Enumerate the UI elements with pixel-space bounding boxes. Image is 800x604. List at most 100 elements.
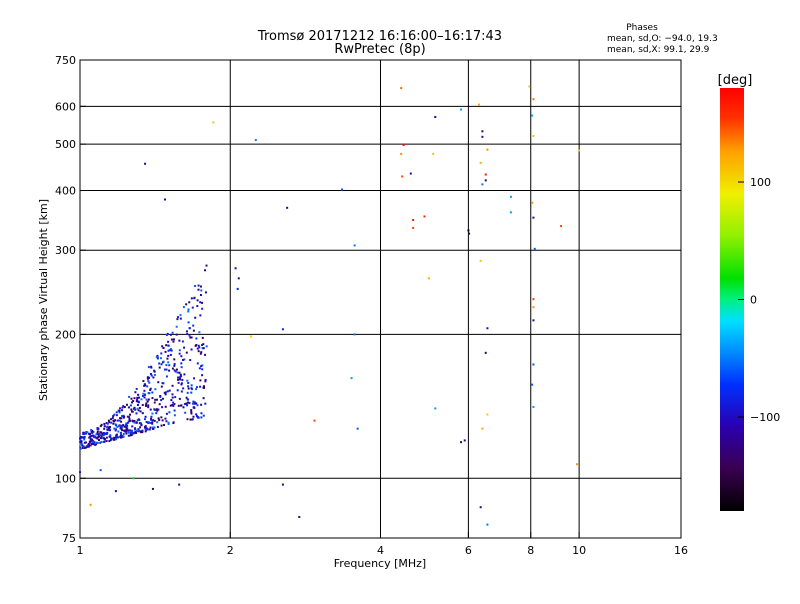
data-point: [153, 401, 156, 404]
data-point: [79, 442, 82, 445]
data-point: [92, 443, 95, 446]
colorbar-label: [deg]: [718, 73, 753, 88]
data-point: [172, 404, 175, 407]
data-point: [112, 422, 115, 425]
data-point: [152, 426, 155, 429]
data-point: [109, 435, 112, 438]
data-point: [164, 417, 167, 420]
data-point: [110, 418, 113, 421]
data-point: [353, 333, 356, 336]
data-point: [129, 404, 132, 407]
data-point: [108, 440, 111, 443]
data-point: [170, 399, 173, 402]
x-tick-label: 8: [527, 544, 534, 557]
data-point: [578, 149, 581, 152]
data-point: [184, 411, 187, 414]
data-point: [183, 402, 186, 405]
data-point: [128, 434, 131, 437]
data-point: [165, 368, 168, 371]
data-point: [154, 408, 157, 411]
data-point: [157, 408, 160, 411]
data-point: [198, 367, 201, 370]
data-point: [134, 427, 137, 430]
data-point: [156, 425, 159, 428]
data-point: [92, 436, 95, 439]
data-point: [135, 387, 138, 390]
data-point: [201, 374, 204, 377]
data-point: [106, 428, 109, 431]
data-point: [139, 422, 142, 425]
data-point: [86, 444, 89, 447]
data-point: [86, 431, 89, 434]
data-point: [484, 351, 487, 354]
data-point: [144, 427, 147, 430]
data-point: [178, 371, 181, 374]
data-point: [160, 416, 163, 419]
data-point: [90, 435, 93, 438]
data-point: [190, 409, 193, 412]
data-point: [165, 412, 168, 415]
data-point: [144, 384, 147, 387]
data-point: [123, 425, 126, 428]
data-point: [156, 357, 159, 360]
data-point: [150, 415, 153, 418]
data-point: [125, 432, 128, 435]
data-point: [123, 406, 126, 409]
data-point: [412, 226, 415, 229]
data-point: [151, 427, 154, 430]
data-point: [140, 423, 143, 426]
data-point: [173, 403, 176, 406]
data-point: [532, 319, 535, 322]
data-point: [149, 408, 152, 411]
data-point: [84, 432, 87, 435]
data-point: [194, 285, 197, 288]
data-point: [467, 229, 470, 232]
data-point: [178, 339, 181, 342]
data-point: [121, 425, 124, 428]
data-point: [197, 288, 200, 291]
data-point: [96, 441, 99, 444]
data-point: [82, 445, 85, 448]
data-point: [84, 441, 87, 444]
data-point: [96, 433, 99, 436]
data-point: [116, 419, 119, 422]
data-point: [151, 391, 154, 394]
colorbar-tick-label: 0: [750, 294, 757, 307]
data-point: [105, 432, 108, 435]
data-point: [194, 344, 197, 347]
data-point: [531, 383, 534, 386]
data-point: [481, 427, 484, 430]
data-point: [182, 406, 185, 409]
data-point: [129, 434, 132, 437]
data-point: [175, 368, 178, 371]
data-point: [128, 418, 131, 421]
data-point: [532, 306, 535, 309]
data-point: [531, 114, 534, 117]
data-point: [164, 405, 167, 408]
data-point: [176, 371, 179, 374]
data-point: [486, 523, 489, 526]
data-point: [132, 407, 135, 410]
data-point: [150, 417, 153, 420]
data-points: [79, 85, 581, 526]
data-point: [195, 413, 198, 416]
x-tick-label: 1: [77, 544, 84, 557]
data-point: [88, 433, 91, 436]
data-point: [156, 409, 159, 412]
data-point: [95, 443, 98, 446]
y-tick-label: 200: [55, 328, 76, 341]
data-point: [127, 430, 130, 433]
data-point: [163, 198, 166, 201]
data-point: [341, 188, 344, 191]
data-point: [196, 362, 199, 365]
data-point: [102, 432, 105, 435]
data-point: [194, 316, 197, 319]
data-point: [139, 410, 142, 413]
data-point: [79, 437, 82, 440]
data-point: [165, 344, 168, 347]
data-point: [350, 377, 353, 380]
data-point: [137, 418, 140, 421]
data-point: [115, 414, 118, 417]
data-point: [196, 347, 199, 350]
data-point: [132, 400, 135, 403]
